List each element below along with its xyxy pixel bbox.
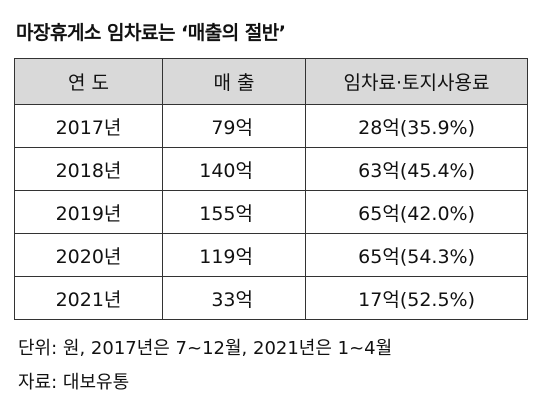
table-row: 2021년 33억 17억(52.5%): [14, 276, 528, 320]
table-cell: 2017년: [14, 104, 163, 148]
table-cell: 2021년: [14, 276, 163, 320]
table-cell: 17억(52.5%): [305, 276, 528, 320]
table-cell: 119억: [162, 233, 306, 277]
table-cell: 2018년: [14, 147, 163, 191]
note: 단위: 원, 2017년은 7~12월, 2021년은 1~4월: [18, 338, 393, 359]
column-header: 임차료·토지사용료: [305, 58, 528, 105]
source: 자료: 대보유통: [18, 372, 130, 393]
table-cell: 65억(54.3%): [305, 233, 528, 277]
table-cell: 155억: [162, 190, 306, 234]
column-header: 매 출: [162, 58, 306, 105]
table-cell: 65억(42.0%): [305, 190, 528, 234]
table-cell: 2019년: [14, 190, 163, 234]
table-cell: 79억: [162, 104, 306, 148]
table-row: 2018년 140억 63억(45.4%): [14, 147, 528, 191]
table-row: 2019년 155억 65억(42.0%): [14, 190, 528, 234]
table-row: 2017년 79억 28억(35.9%): [14, 104, 528, 148]
table-row: 2020년 119억 65억(54.3%): [14, 233, 528, 277]
title: 마장휴게소 임차료는 ‘매출의 절반’: [16, 22, 286, 44]
column-header: 연 도: [14, 58, 163, 105]
table-cell: 63억(45.4%): [305, 147, 528, 191]
table-cell: 28억(35.9%): [305, 104, 528, 148]
table-cell: 33억: [162, 276, 306, 320]
table-cell: 2020년: [14, 233, 163, 277]
table-body: 2017년 79억 28억(35.9%) 2018년 140억 63억(45.4%) 201…: [14, 104, 528, 320]
table-cell: 140억: [162, 147, 306, 191]
